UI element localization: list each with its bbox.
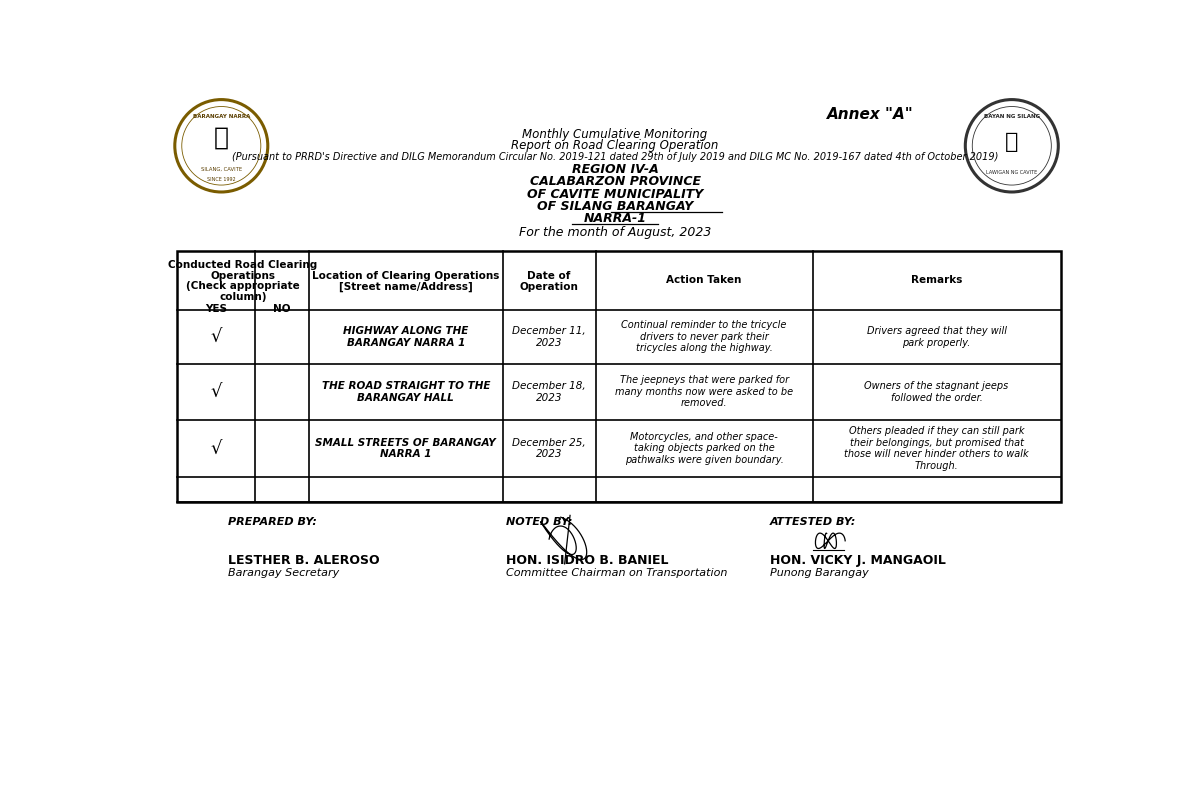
- Text: Others pleaded if they can still park
their belongings, but promised that
those : Others pleaded if they can still park th…: [845, 426, 1028, 471]
- Text: HON. VICKY J. MANGAOIL: HON. VICKY J. MANGAOIL: [770, 553, 946, 567]
- Text: √: √: [210, 383, 222, 401]
- Text: BARANGAY NARRA: BARANGAY NARRA: [193, 114, 250, 119]
- Text: LESTHER B. ALEROSO: LESTHER B. ALEROSO: [228, 553, 379, 567]
- Text: Operation: Operation: [520, 282, 578, 292]
- Text: NO: NO: [274, 304, 290, 314]
- Text: NOTED BY:: NOTED BY:: [506, 517, 574, 527]
- Text: SMALL STREETS OF BARANGAY
NARRA 1: SMALL STREETS OF BARANGAY NARRA 1: [316, 437, 496, 459]
- Text: Barangay Secretary: Barangay Secretary: [228, 568, 338, 578]
- Text: Operations: Operations: [210, 271, 276, 280]
- Text: √: √: [210, 440, 222, 458]
- Bar: [178, 250, 1061, 502]
- Text: NARRA-1: NARRA-1: [583, 213, 647, 225]
- Text: HIGHWAY ALONG THE
BARANGAY NARRA 1: HIGHWAY ALONG THE BARANGAY NARRA 1: [343, 326, 468, 348]
- Text: HON. ISIDRO B. BANIEL: HON. ISIDRO B. BANIEL: [506, 553, 670, 567]
- Text: Committee Chairman on Transportation: Committee Chairman on Transportation: [506, 568, 728, 578]
- Text: ATTESTED BY:: ATTESTED BY:: [770, 517, 857, 527]
- Text: Punong Barangay: Punong Barangay: [770, 568, 869, 578]
- Text: REGION IV-A: REGION IV-A: [571, 163, 659, 176]
- Text: √: √: [210, 328, 222, 345]
- Text: SINCE 1992: SINCE 1992: [206, 177, 235, 182]
- Text: Report on Road Clearing Operation: Report on Road Clearing Operation: [511, 139, 719, 152]
- Text: 🏛: 🏛: [1006, 132, 1019, 152]
- Text: PREPARED BY:: PREPARED BY:: [228, 517, 317, 527]
- Text: Location of Clearing Operations: Location of Clearing Operations: [312, 271, 499, 280]
- Text: Date of: Date of: [528, 271, 571, 280]
- Text: OF SILANG BARANGAY: OF SILANG BARANGAY: [536, 200, 694, 213]
- Text: Annex "A": Annex "A": [827, 108, 914, 122]
- Text: Motorcycles, and other space-
taking objects parked on the
pathwalks were given : Motorcycles, and other space- taking obj…: [625, 432, 784, 465]
- Text: Conducted Road Clearing: Conducted Road Clearing: [168, 260, 318, 270]
- Text: Action Taken: Action Taken: [666, 276, 742, 285]
- Text: Owners of the stagnant jeeps
followed the order.: Owners of the stagnant jeeps followed th…: [864, 381, 1009, 403]
- Text: (Check appropriate: (Check appropriate: [186, 281, 300, 291]
- Text: [Street name/Address]: [Street name/Address]: [338, 282, 473, 292]
- Text: December 25,
2023: December 25, 2023: [512, 437, 586, 459]
- Text: 🌳: 🌳: [214, 126, 229, 150]
- Text: Drivers agreed that they will
park properly.: Drivers agreed that they will park prope…: [866, 326, 1007, 348]
- Text: Continual reminder to the tricycle
drivers to never park their
tricycles along t: Continual reminder to the tricycle drive…: [622, 320, 787, 353]
- Text: BAYAN NG SILANG: BAYAN NG SILANG: [984, 114, 1040, 119]
- Text: For the month of August, 2023: For the month of August, 2023: [518, 225, 712, 239]
- Text: December 18,
2023: December 18, 2023: [512, 381, 586, 403]
- Text: THE ROAD STRAIGHT TO THE
BARANGAY HALL: THE ROAD STRAIGHT TO THE BARANGAY HALL: [322, 381, 490, 403]
- Text: OF CAVITE MUNICIPALITY: OF CAVITE MUNICIPALITY: [527, 188, 703, 201]
- Text: LAWIGAN NG CAVITE: LAWIGAN NG CAVITE: [986, 170, 1038, 175]
- Text: SILANG, CAVITE: SILANG, CAVITE: [200, 166, 242, 171]
- Text: The jeepneys that were parked for
many months now were asked to be
removed.: The jeepneys that were parked for many m…: [616, 375, 793, 408]
- Text: Monthly Cumulative Monitoring: Monthly Cumulative Monitoring: [522, 128, 708, 141]
- Text: (Pursuant to PRRD's Directive and DILG Memorandum Circular No. 2019-121 dated 29: (Pursuant to PRRD's Directive and DILG M…: [232, 152, 998, 162]
- Text: YES: YES: [205, 304, 227, 314]
- Text: column): column): [220, 292, 266, 302]
- Text: Remarks: Remarks: [911, 276, 962, 285]
- Text: CALABARZON PROVINCE: CALABARZON PROVINCE: [529, 176, 701, 188]
- Text: December 11,
2023: December 11, 2023: [512, 326, 586, 348]
